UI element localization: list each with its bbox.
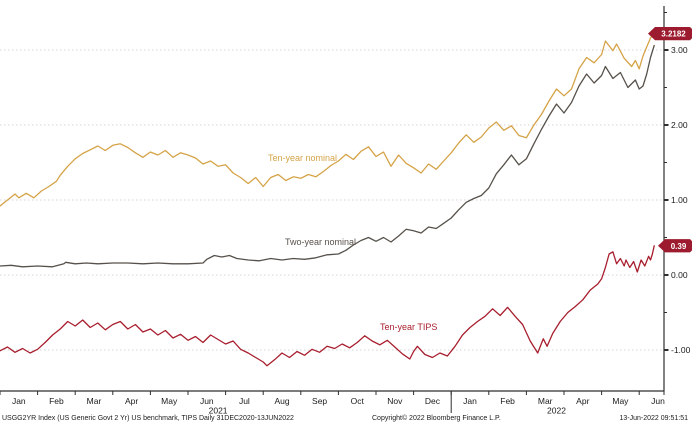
x-axis-month-label: Jun	[651, 396, 665, 406]
x-axis-month-label: Mar	[87, 396, 102, 406]
x-axis-month-label: Nov	[387, 396, 403, 406]
ten-year-tips-last-value-text: 0.39	[671, 242, 687, 251]
x-axis-month-label: Apr	[576, 396, 589, 406]
ten-year-tips-last-value-badge	[658, 239, 692, 253]
x-axis-month-label: Mar	[538, 396, 553, 406]
x-axis-month-label: May	[161, 396, 178, 406]
ten-year-tips-line	[0, 245, 655, 367]
ten-year-nominal-last-value-badge	[648, 27, 692, 41]
y-axis-tick-label: 2.00	[671, 120, 688, 130]
x-axis-month-label: Feb	[49, 396, 64, 406]
ten-year-nominal-line	[0, 32, 655, 207]
x-axis-month-label: Jun	[200, 396, 214, 406]
x-axis-month-label: Dec	[425, 396, 441, 406]
x-axis-month-label: Aug	[274, 396, 289, 406]
two-year-nominal-line	[0, 44, 655, 268]
x-axis-month-label: Apr	[125, 396, 138, 406]
x-axis-month-label: Sep	[312, 396, 327, 406]
ten-year-nominal-last-value-text: 3.2182	[661, 30, 686, 39]
two-year-nominal-label: Two-year nominal	[285, 237, 356, 247]
y-axis-tick-label: 1.00	[671, 195, 688, 205]
y-axis-tick-label: 3.00	[671, 45, 688, 55]
footer-description: USGG2YR Index (US Generic Govt 2 Yr) US …	[2, 415, 294, 422]
x-axis-month-label: Feb	[500, 396, 515, 406]
x-axis-month-label: Jan	[463, 396, 477, 406]
x-axis-year-label: 2022	[547, 406, 566, 416]
x-axis-month-label: Jul	[239, 396, 250, 406]
footer-copyright: Copyright© 2022 Bloomberg Finance L.P.	[372, 415, 501, 422]
x-axis-year-label: 2021	[209, 406, 228, 416]
x-axis-month-label: May	[612, 396, 629, 406]
y-axis-tick-label: 0.00	[671, 270, 688, 280]
ten-year-nominal-label: Ten-year nominal	[268, 153, 337, 163]
ten-year-tips-label: Ten-year TIPS	[380, 322, 437, 332]
y-axis-tick-label: -1.00	[671, 345, 691, 355]
x-axis-month-label: Oct	[351, 396, 365, 406]
x-axis-month-label: Jan	[12, 396, 26, 406]
footer-timestamp: 13-Jun-2022 09:51:51	[619, 415, 689, 422]
